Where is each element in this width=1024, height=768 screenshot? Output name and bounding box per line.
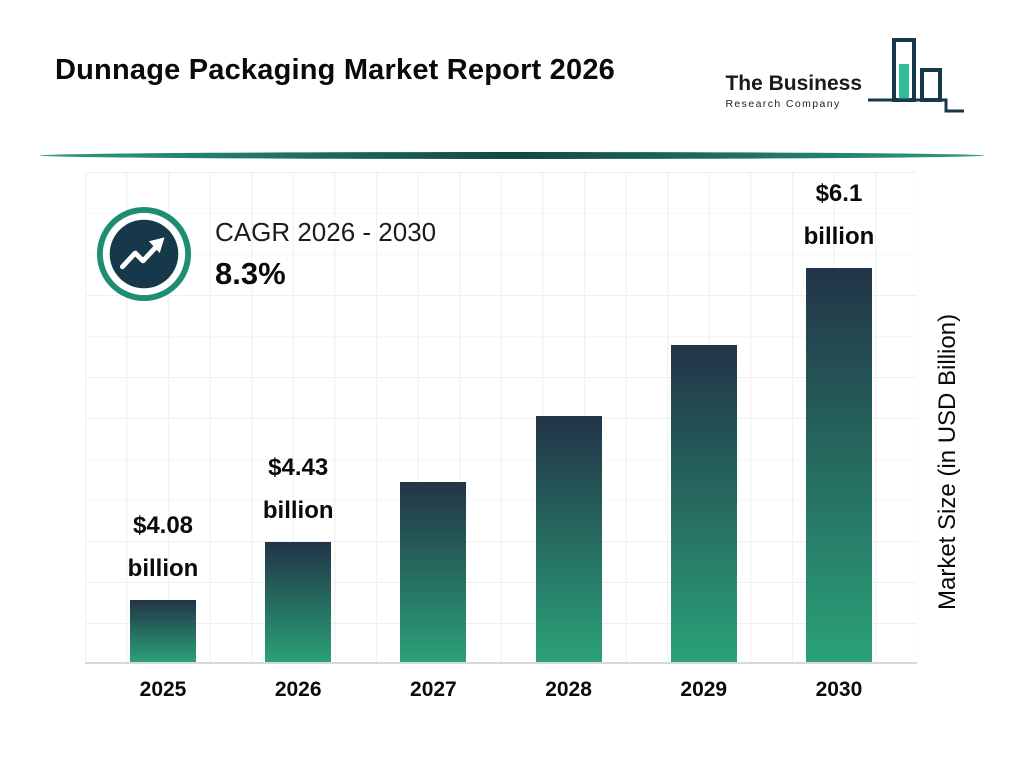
bar-value-label-2030: $6.1 billion bbox=[803, 179, 875, 250]
bar-value-label-2025: $4.08 billion bbox=[127, 511, 199, 582]
y-axis-title: Market Size (in USD Billion) bbox=[934, 313, 961, 611]
x-axis-label-2029: 2029 bbox=[680, 678, 728, 701]
x-axis-label-2027: 2027 bbox=[410, 678, 457, 701]
x-axis-label-2028: 2028 bbox=[545, 678, 592, 701]
cagr-text: CAGR 2026 - 2030 8.3% bbox=[215, 217, 436, 292]
bar-value-label-2026: $4.43 billion bbox=[262, 453, 334, 524]
x-axis-label-2025: 2025 bbox=[139, 678, 187, 701]
x-axis-label-2030: 2030 bbox=[815, 678, 863, 701]
chart-area: $4.08 billion $4.43 billion $6.1 billion bbox=[85, 172, 917, 664]
x-axis-label-2026: 2026 bbox=[274, 678, 322, 701]
cagr-badge: CAGR 2026 - 2030 8.3% bbox=[95, 205, 436, 303]
bar-column-2027 bbox=[373, 472, 493, 662]
bar-chart-logo-icon bbox=[866, 36, 966, 116]
cagr-label: CAGR 2026 - 2030 bbox=[215, 216, 437, 247]
company-logo: The Business Research Company bbox=[725, 36, 966, 116]
bar-column-2025: $4.08 billion bbox=[103, 504, 223, 662]
bar-2026 bbox=[265, 542, 332, 662]
x-axis-labels: 2025 2026 2027 2028 2029 2030 bbox=[85, 678, 917, 702]
bar-2025 bbox=[130, 600, 196, 662]
page-title: Dunnage Packaging Market Report 2026 bbox=[55, 54, 615, 86]
company-subtitle: Research Company bbox=[725, 98, 841, 110]
bar-2030 bbox=[805, 268, 872, 662]
cagr-value: 8.3% bbox=[215, 255, 286, 291]
trend-up-icon bbox=[95, 205, 193, 303]
bar-2027 bbox=[400, 482, 467, 662]
bar-column-2026: $4.43 billion bbox=[238, 446, 358, 662]
bar-2029 bbox=[670, 345, 737, 662]
company-logo-text: The Business Research Company bbox=[725, 72, 862, 116]
company-name: The Business bbox=[725, 72, 862, 95]
bars: $4.08 billion $4.43 billion $6.1 billion bbox=[85, 172, 917, 662]
bar-2028 bbox=[535, 416, 602, 662]
bar-column-2028 bbox=[509, 406, 629, 662]
bar-column-2030: $6.1 billion bbox=[779, 172, 899, 662]
divider-rule bbox=[40, 152, 984, 159]
bar-column-2029 bbox=[644, 335, 764, 662]
